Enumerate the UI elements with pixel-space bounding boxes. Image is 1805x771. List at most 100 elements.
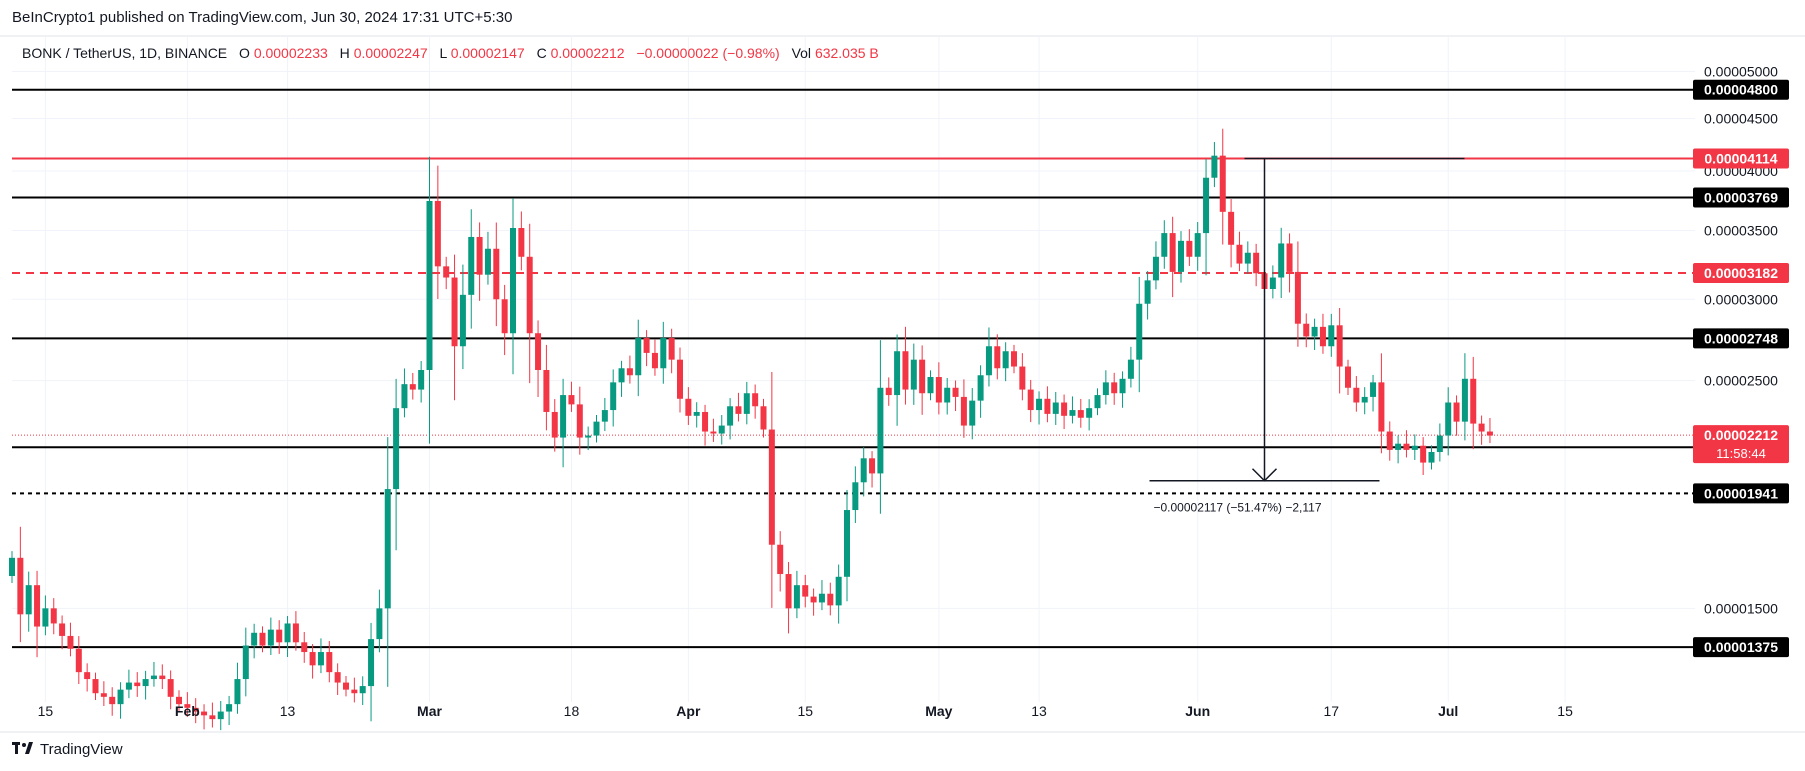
candle-down (451, 277, 458, 347)
candle-down (159, 675, 166, 680)
candle-up (793, 585, 800, 609)
candle-up (42, 608, 49, 627)
candle-up (910, 359, 917, 390)
last-price-label-bg (1693, 425, 1789, 464)
x-tick-label: 13 (1031, 703, 1047, 719)
candle-up (635, 338, 642, 376)
candle-up (1119, 378, 1126, 394)
candle-up (1161, 233, 1168, 257)
candle-up (835, 576, 842, 606)
candle-up (610, 382, 617, 411)
candle-down (201, 711, 208, 716)
candle-up (468, 236, 475, 295)
candle-down (1169, 233, 1176, 272)
candle-down (551, 411, 558, 438)
candle-up (267, 629, 274, 646)
candle-down (919, 359, 926, 394)
candle-down (192, 707, 199, 712)
candle-down (685, 398, 692, 416)
y-tick-label: 0.00004500 (1704, 110, 1778, 126)
candle-down (59, 623, 66, 636)
candle-down (50, 608, 57, 624)
candle-up (1395, 443, 1402, 450)
candle-down (677, 359, 683, 399)
candle-down (668, 338, 675, 360)
candles (9, 128, 1493, 731)
candle-down (343, 682, 349, 690)
legend-low-value: 0.00002147 (451, 45, 525, 61)
candle-up (1461, 378, 1468, 422)
candle-up (142, 679, 149, 687)
candle-up (217, 711, 224, 720)
candle-down (1019, 366, 1026, 390)
legend-open-value: 0.00002233 (254, 45, 328, 61)
candle-down (17, 557, 24, 615)
time-axis[interactable]: 15 Feb 13 Mar 18 Apr 15 May 13 Jun 17 Jul 15 (38, 703, 1573, 719)
candle-down (869, 458, 876, 474)
candle-up (9, 557, 15, 577)
candle-down (902, 351, 909, 390)
candle-up (1203, 177, 1210, 234)
candle-up (1036, 398, 1043, 411)
last-price-label: 0.00002212 (1704, 427, 1778, 443)
grid (0, 35, 1805, 733)
candle-down (301, 642, 308, 653)
tradingview-brand: TradingView (40, 741, 123, 758)
candle-up (284, 623, 291, 643)
tradingview-logo-icon (12, 741, 34, 758)
level-label-bg (1693, 483, 1789, 504)
candle-up (25, 585, 32, 615)
candle-up (1136, 303, 1143, 360)
candle-up (1244, 252, 1251, 264)
x-tick-label: 15 (797, 703, 813, 719)
candle-down (493, 248, 500, 300)
candle-up (944, 387, 951, 403)
candle-up (1411, 445, 1418, 450)
candle-down (34, 585, 41, 627)
candle-down (702, 411, 709, 432)
candle-down (334, 672, 341, 683)
candle-up (1194, 233, 1201, 257)
x-tick-label: 17 (1324, 703, 1340, 719)
candle-down (1336, 325, 1343, 367)
level-label: 0.00003769 (1704, 190, 1778, 206)
level-label: 0.00004800 (1704, 82, 1778, 98)
candle-up (226, 704, 233, 712)
candle-down (259, 632, 266, 646)
candle-down (84, 672, 91, 680)
candle-down (802, 585, 809, 597)
level-label-bg (1693, 328, 1789, 349)
candle-up (317, 652, 324, 666)
candle-down (276, 629, 283, 643)
level-label: 0.00003182 (1704, 265, 1778, 281)
candle-up (1178, 240, 1184, 272)
candle-down (443, 266, 450, 278)
x-tick-label: 13 (280, 703, 296, 719)
tradingview-footer[interactable]: TradingView (12, 741, 123, 758)
candle-down (1319, 326, 1326, 347)
legend-close-label: C (537, 45, 547, 61)
candle-down (75, 648, 82, 673)
price-axis[interactable]: 0.000050000.000045000.000040000.00003500… (1693, 64, 1789, 771)
candle-down (176, 696, 182, 705)
candle-down (1453, 402, 1460, 422)
candle-up (718, 425, 725, 434)
candle-up (125, 682, 132, 690)
candle-down (409, 384, 416, 390)
candle-up (251, 632, 258, 646)
candle-down (1303, 323, 1310, 337)
candle-up (985, 346, 992, 376)
level-label-bg (1693, 637, 1789, 658)
x-tick-label: Jun (1185, 703, 1210, 719)
candle-up (877, 387, 884, 474)
candle-down (643, 338, 650, 353)
candle-down (735, 406, 742, 414)
candle-up (368, 639, 375, 687)
candle-down (134, 682, 141, 687)
candle-up (117, 689, 124, 705)
countdown-label: 11:58:44 (1716, 446, 1766, 461)
candle-up (1144, 280, 1151, 304)
candle-up (1436, 435, 1443, 452)
level-label: 0.00001375 (1704, 639, 1778, 655)
